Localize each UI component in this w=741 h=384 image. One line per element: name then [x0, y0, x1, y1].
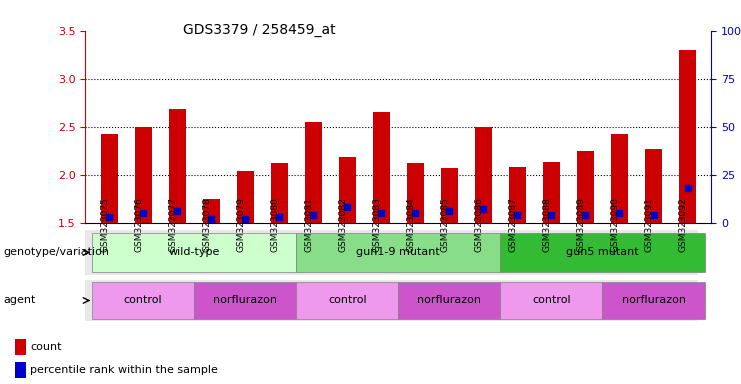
- Point: [443, 208, 455, 214]
- Point: [205, 216, 217, 222]
- Point: [239, 216, 251, 222]
- Text: gun5 mutant: gun5 mutant: [566, 247, 639, 257]
- Bar: [602, 282, 705, 319]
- Bar: [15, 362, 26, 378]
- Point: [648, 212, 659, 218]
- Bar: [500, 282, 602, 319]
- Bar: [202, 199, 219, 223]
- Text: GSM323084: GSM323084: [406, 197, 415, 252]
- Bar: [92, 282, 194, 319]
- Text: GSM323079: GSM323079: [236, 197, 245, 252]
- Bar: [15, 339, 26, 355]
- Bar: [92, 233, 296, 272]
- Bar: [441, 168, 458, 223]
- Bar: [509, 167, 526, 223]
- Text: GSM323078: GSM323078: [202, 197, 211, 252]
- Bar: [305, 122, 322, 223]
- Point: [137, 210, 149, 216]
- Text: genotype/variation: genotype/variation: [4, 247, 110, 258]
- Point: [171, 208, 183, 214]
- Bar: [373, 113, 390, 223]
- Bar: [543, 162, 560, 223]
- Bar: [500, 233, 705, 272]
- Text: GSM323081: GSM323081: [305, 197, 313, 252]
- Text: agent: agent: [4, 295, 36, 306]
- Text: GSM323092: GSM323092: [679, 197, 688, 252]
- Bar: [339, 157, 356, 223]
- Bar: [475, 127, 492, 223]
- Bar: [296, 233, 500, 272]
- Point: [477, 206, 489, 212]
- Text: GSM323086: GSM323086: [474, 197, 483, 252]
- Text: GSM323076: GSM323076: [134, 197, 143, 252]
- Text: GSM323090: GSM323090: [611, 197, 619, 252]
- Bar: [169, 109, 185, 223]
- Bar: [236, 171, 253, 223]
- Text: gun1-9 mutant: gun1-9 mutant: [356, 247, 440, 257]
- Bar: [679, 50, 696, 223]
- Point: [579, 212, 591, 218]
- Point: [342, 204, 353, 210]
- Point: [614, 210, 625, 216]
- Bar: [194, 282, 296, 319]
- Text: GSM323085: GSM323085: [440, 197, 449, 252]
- Text: norflurazon: norflurazon: [417, 295, 482, 305]
- Text: control: control: [124, 295, 162, 305]
- Point: [103, 214, 115, 220]
- Bar: [407, 163, 424, 223]
- Point: [545, 212, 557, 218]
- Text: GSM323082: GSM323082: [338, 197, 348, 252]
- Text: GSM323080: GSM323080: [270, 197, 279, 252]
- Bar: [270, 163, 288, 223]
- Bar: [296, 282, 399, 319]
- Text: GDS3379 / 258459_at: GDS3379 / 258459_at: [183, 23, 336, 37]
- Text: count: count: [30, 342, 62, 352]
- Text: GSM323091: GSM323091: [645, 197, 654, 252]
- Text: norflurazon: norflurazon: [622, 295, 685, 305]
- Point: [682, 185, 694, 191]
- Point: [511, 212, 523, 218]
- Text: percentile rank within the sample: percentile rank within the sample: [30, 365, 219, 375]
- Point: [409, 210, 421, 216]
- Bar: [577, 151, 594, 223]
- Bar: [399, 282, 500, 319]
- Text: GSM323077: GSM323077: [168, 197, 177, 252]
- Text: GSM323075: GSM323075: [100, 197, 109, 252]
- Text: GSM323088: GSM323088: [542, 197, 551, 252]
- Text: control: control: [532, 295, 571, 305]
- Bar: [101, 134, 118, 223]
- Bar: [135, 127, 152, 223]
- Text: GSM323087: GSM323087: [508, 197, 517, 252]
- Text: control: control: [328, 295, 367, 305]
- Text: wild-type: wild-type: [168, 247, 220, 257]
- Bar: [645, 149, 662, 223]
- Text: norflurazon: norflurazon: [213, 295, 277, 305]
- Text: GSM323083: GSM323083: [372, 197, 382, 252]
- Point: [273, 214, 285, 220]
- Point: [308, 212, 319, 218]
- Point: [376, 210, 388, 216]
- Bar: [611, 134, 628, 223]
- Text: GSM323089: GSM323089: [576, 197, 585, 252]
